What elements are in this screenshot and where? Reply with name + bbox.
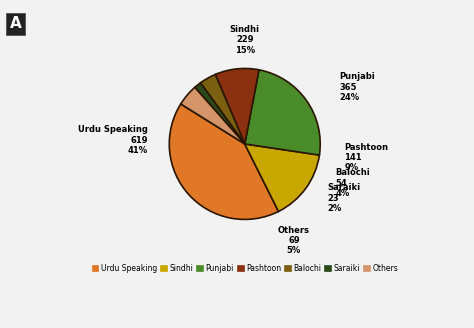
Legend: Urdu Speaking, Sindhi, Punjabi, Pashtoon, Balochi, Saraiki, Others: Urdu Speaking, Sindhi, Punjabi, Pashtoon… xyxy=(89,261,401,276)
Wedge shape xyxy=(169,104,279,219)
Wedge shape xyxy=(245,144,319,212)
Text: Punjabi
365
24%: Punjabi 365 24% xyxy=(339,72,375,102)
Text: Saraiki
23
2%: Saraiki 23 2% xyxy=(328,183,361,213)
Wedge shape xyxy=(181,87,245,144)
Wedge shape xyxy=(195,83,245,144)
Wedge shape xyxy=(215,69,259,144)
Text: Urdu Speaking
619
41%: Urdu Speaking 619 41% xyxy=(78,125,148,155)
Text: Others
69
5%: Others 69 5% xyxy=(278,226,310,256)
Text: Balochi
54
4%: Balochi 54 4% xyxy=(335,168,370,198)
Wedge shape xyxy=(201,74,245,144)
Wedge shape xyxy=(245,70,320,155)
Text: Pashtoon
141
9%: Pashtoon 141 9% xyxy=(345,143,388,173)
Text: Sindhi
229
15%: Sindhi 229 15% xyxy=(230,25,260,55)
Text: A: A xyxy=(9,16,21,31)
